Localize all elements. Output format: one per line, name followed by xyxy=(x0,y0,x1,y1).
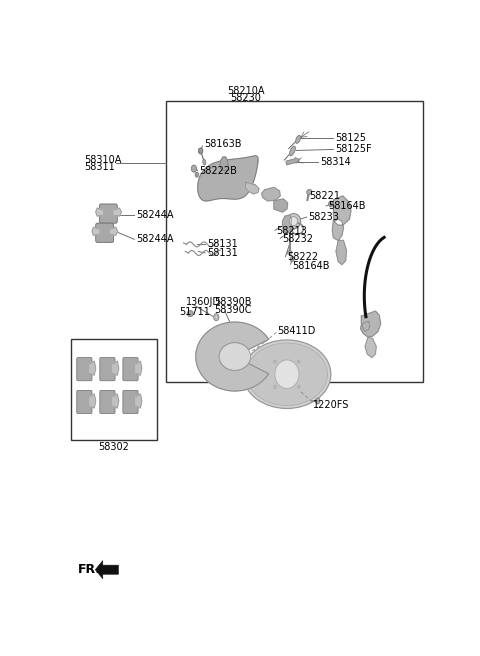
Text: 58244A: 58244A xyxy=(136,234,174,244)
Polygon shape xyxy=(332,196,351,240)
FancyBboxPatch shape xyxy=(77,390,92,414)
Ellipse shape xyxy=(219,342,251,371)
Polygon shape xyxy=(196,322,269,391)
Text: 58222B: 58222B xyxy=(200,166,238,176)
Ellipse shape xyxy=(195,172,199,177)
Text: 1220FS: 1220FS xyxy=(313,400,349,409)
Text: 58131: 58131 xyxy=(207,248,238,258)
Text: 1360JD: 1360JD xyxy=(186,297,221,307)
Ellipse shape xyxy=(329,201,333,207)
Ellipse shape xyxy=(187,310,193,317)
Polygon shape xyxy=(114,208,121,216)
Text: 58164B: 58164B xyxy=(328,201,365,211)
Ellipse shape xyxy=(274,360,276,363)
Text: 58411D: 58411D xyxy=(277,326,316,337)
Ellipse shape xyxy=(203,159,206,165)
Ellipse shape xyxy=(315,398,320,404)
FancyBboxPatch shape xyxy=(100,390,115,414)
Text: 58164B: 58164B xyxy=(292,260,330,271)
Polygon shape xyxy=(96,561,119,579)
Polygon shape xyxy=(198,156,258,201)
Polygon shape xyxy=(113,394,119,408)
Ellipse shape xyxy=(307,190,312,194)
Text: 58221: 58221 xyxy=(309,191,340,201)
Polygon shape xyxy=(90,361,96,375)
Ellipse shape xyxy=(198,148,203,154)
Text: FR.: FR. xyxy=(77,564,101,576)
FancyBboxPatch shape xyxy=(123,390,138,414)
Text: 58233: 58233 xyxy=(309,212,339,222)
Polygon shape xyxy=(136,361,142,375)
Polygon shape xyxy=(110,227,118,236)
Polygon shape xyxy=(365,337,376,358)
Polygon shape xyxy=(262,188,280,201)
Polygon shape xyxy=(90,394,96,408)
FancyBboxPatch shape xyxy=(100,358,115,380)
Text: 58310A: 58310A xyxy=(84,155,121,165)
FancyArrow shape xyxy=(286,157,300,165)
Text: 58302: 58302 xyxy=(98,442,129,453)
Ellipse shape xyxy=(215,316,217,319)
Ellipse shape xyxy=(297,385,300,388)
Text: 58222: 58222 xyxy=(287,251,318,262)
Ellipse shape xyxy=(296,135,300,143)
Bar xyxy=(71,339,156,440)
Ellipse shape xyxy=(289,146,295,155)
Polygon shape xyxy=(336,240,347,264)
Polygon shape xyxy=(245,182,259,194)
Ellipse shape xyxy=(246,343,327,405)
Polygon shape xyxy=(96,208,102,216)
FancyBboxPatch shape xyxy=(123,358,138,380)
Text: 58390C: 58390C xyxy=(215,305,252,315)
Ellipse shape xyxy=(243,340,331,409)
Text: 58213: 58213 xyxy=(276,226,307,236)
Text: 58244A: 58244A xyxy=(136,210,174,220)
Polygon shape xyxy=(136,394,142,408)
Ellipse shape xyxy=(287,214,300,229)
FancyBboxPatch shape xyxy=(96,223,114,242)
Ellipse shape xyxy=(290,256,294,262)
Polygon shape xyxy=(274,199,288,212)
Text: 58210A: 58210A xyxy=(227,87,265,96)
Ellipse shape xyxy=(192,165,196,172)
Ellipse shape xyxy=(297,360,300,363)
Text: 58163B: 58163B xyxy=(204,139,242,150)
Polygon shape xyxy=(282,215,291,234)
Text: 58230: 58230 xyxy=(230,93,262,103)
Ellipse shape xyxy=(214,314,219,321)
Text: 58314: 58314 xyxy=(321,157,351,167)
Ellipse shape xyxy=(274,385,276,388)
Text: 58311: 58311 xyxy=(84,161,115,172)
Text: 58125: 58125 xyxy=(335,133,366,143)
Polygon shape xyxy=(220,157,229,171)
Text: 58390B: 58390B xyxy=(215,297,252,307)
Text: 58232: 58232 xyxy=(282,234,312,244)
Bar xyxy=(166,102,423,382)
Text: 58125F: 58125F xyxy=(335,144,372,154)
Ellipse shape xyxy=(275,360,299,388)
Text: 58131: 58131 xyxy=(207,239,238,249)
Polygon shape xyxy=(360,311,381,337)
FancyBboxPatch shape xyxy=(77,358,92,380)
Ellipse shape xyxy=(287,251,292,255)
Text: 51711: 51711 xyxy=(179,307,210,317)
Polygon shape xyxy=(92,227,99,236)
FancyBboxPatch shape xyxy=(99,204,117,223)
Ellipse shape xyxy=(289,216,298,226)
Polygon shape xyxy=(113,361,119,375)
